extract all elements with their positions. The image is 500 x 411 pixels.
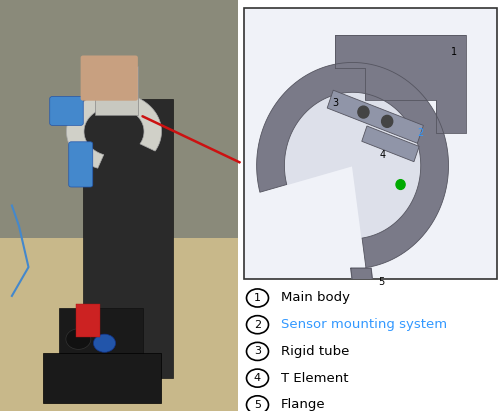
Bar bbox=[76, 304, 100, 337]
Bar bbox=[244, 8, 496, 279]
Polygon shape bbox=[256, 62, 448, 268]
Polygon shape bbox=[351, 268, 374, 290]
Text: 3: 3 bbox=[254, 346, 261, 356]
FancyBboxPatch shape bbox=[68, 142, 93, 187]
Polygon shape bbox=[66, 92, 162, 168]
Bar bbox=[0, 0, 238, 238]
FancyBboxPatch shape bbox=[50, 97, 83, 125]
Text: Rigid tube: Rigid tube bbox=[281, 345, 349, 358]
Text: 4: 4 bbox=[254, 373, 261, 383]
Circle shape bbox=[66, 329, 91, 349]
Circle shape bbox=[382, 115, 392, 127]
Text: 1: 1 bbox=[450, 46, 456, 57]
Text: T Element: T Element bbox=[281, 372, 348, 385]
FancyBboxPatch shape bbox=[80, 55, 138, 101]
Polygon shape bbox=[284, 92, 420, 238]
Text: Main body: Main body bbox=[281, 291, 350, 305]
Text: 1: 1 bbox=[254, 293, 261, 303]
Text: 2: 2 bbox=[418, 128, 424, 138]
Polygon shape bbox=[335, 35, 466, 133]
Polygon shape bbox=[362, 126, 419, 162]
Circle shape bbox=[358, 106, 369, 118]
FancyArrowPatch shape bbox=[142, 116, 240, 162]
Bar bbox=[60, 308, 142, 370]
Text: Flange: Flange bbox=[281, 398, 326, 411]
Text: Sensor mounting system: Sensor mounting system bbox=[281, 318, 447, 331]
Circle shape bbox=[94, 334, 116, 352]
Polygon shape bbox=[327, 90, 424, 143]
Text: 3: 3 bbox=[332, 98, 338, 108]
Bar bbox=[95, 66, 138, 115]
Bar bbox=[83, 99, 174, 378]
Circle shape bbox=[396, 180, 405, 189]
Bar bbox=[42, 353, 162, 403]
Bar bbox=[0, 238, 238, 411]
Text: 4: 4 bbox=[380, 150, 386, 160]
Text: 2: 2 bbox=[254, 320, 261, 330]
Text: 5: 5 bbox=[378, 277, 384, 287]
Text: 5: 5 bbox=[254, 400, 261, 410]
Bar bbox=[0, 0, 238, 411]
